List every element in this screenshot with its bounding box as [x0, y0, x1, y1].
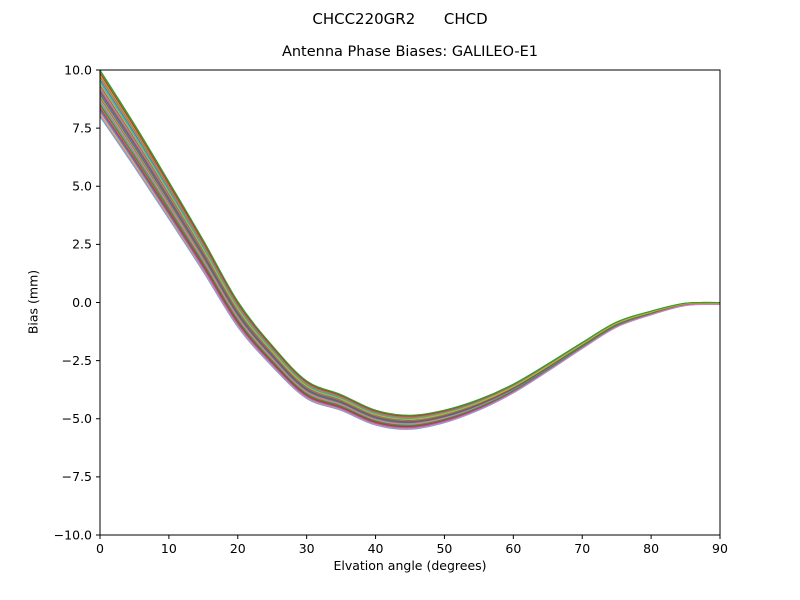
x-tick-label: 60	[505, 541, 521, 556]
series-line	[100, 99, 720, 425]
series-line	[100, 107, 720, 428]
x-tick-label: 20	[230, 541, 246, 556]
x-tick-label: 70	[574, 541, 590, 556]
y-tick-label: 0.0	[72, 295, 92, 310]
series-line	[100, 103, 720, 426]
series-line	[100, 115, 720, 430]
x-tick-label: 0	[96, 541, 104, 556]
y-tick-label: −10.0	[54, 527, 92, 542]
series-line	[100, 105, 720, 427]
series-line	[100, 116, 720, 430]
y-tick-label: 2.5	[72, 237, 92, 252]
x-tick-label: 90	[712, 541, 728, 556]
series-line	[100, 83, 720, 421]
chart-title: CHCC220GR2 CHCD	[312, 10, 488, 28]
x-axis-label: Elvation angle (degrees)	[333, 558, 487, 573]
axes-frame	[99, 69, 721, 536]
x-tick-label: 10	[161, 541, 177, 556]
series-line	[100, 76, 720, 418]
x-tick-label: 80	[643, 541, 659, 556]
y-tick-label: −5.0	[62, 411, 92, 426]
series-line	[100, 91, 720, 423]
x-tick-label: 40	[368, 541, 384, 556]
y-tick-label: 7.5	[72, 120, 92, 135]
series-line	[100, 92, 720, 423]
x-tick-label: 50	[436, 541, 452, 556]
series-line	[100, 111, 720, 429]
series-line	[100, 94, 720, 424]
series-line	[100, 113, 720, 429]
series-line	[100, 95, 720, 424]
y-tick-label: 10.0	[64, 62, 92, 77]
x-tick-label: 30	[299, 541, 315, 556]
y-tick-label: −2.5	[62, 353, 92, 368]
chart-subtitle: Antenna Phase Biases: GALILEO-E1	[281, 44, 539, 60]
y-tick-label: 5.0	[72, 179, 92, 194]
series-line	[100, 101, 720, 426]
y-axis-label: Bias (mm)	[25, 269, 41, 335]
series-line	[100, 97, 720, 425]
series-line	[100, 70, 720, 416]
series-line	[100, 109, 720, 428]
y-tick-label: −7.5	[62, 469, 92, 484]
